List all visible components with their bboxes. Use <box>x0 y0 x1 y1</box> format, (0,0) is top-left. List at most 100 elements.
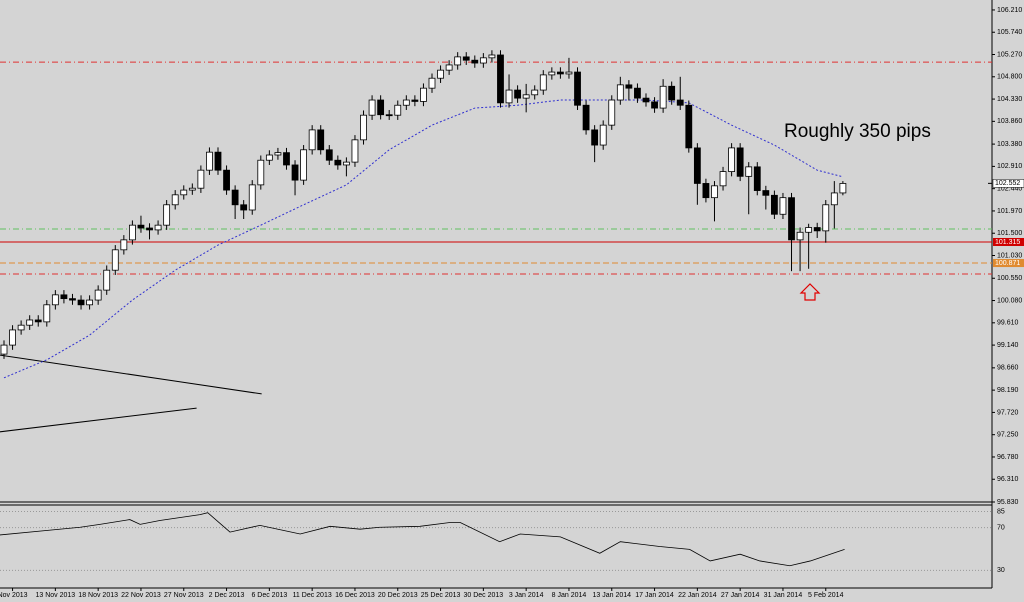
candle-body <box>283 152 290 166</box>
candle-body <box>557 71 564 75</box>
candle-body <box>308 129 316 151</box>
candle-body <box>779 197 787 215</box>
price-tag-label: 101.315 <box>995 239 1020 246</box>
y-tick-label: 97.250 <box>997 432 1019 439</box>
trend-line <box>0 354 262 395</box>
y-tick-label: 85 <box>997 508 1005 515</box>
x-tick-label: 17 Jan 2014 <box>635 592 674 599</box>
candle-body <box>693 147 701 184</box>
x-tick-label: 25 Dec 2013 <box>421 592 461 599</box>
candle-body <box>265 154 273 161</box>
y-tick-label: 101.970 <box>997 208 1022 215</box>
candle-body <box>736 147 744 177</box>
candle-body <box>548 71 556 76</box>
candle-body <box>651 101 658 109</box>
x-tick-label: 13 Nov 2013 <box>36 592 76 599</box>
candle-body <box>231 189 239 206</box>
y-tick-label: 105.740 <box>997 29 1022 36</box>
candle-body <box>642 97 650 103</box>
x-tick-label: Nov 2013 <box>0 592 28 599</box>
candle-body <box>86 299 93 306</box>
y-tick-label: 70 <box>997 524 1005 531</box>
price-tag-label: 102.552 <box>995 180 1020 187</box>
candle-body <box>43 304 51 323</box>
y-tick-label: 97.720 <box>997 409 1019 416</box>
y-tick-label: 100.080 <box>997 297 1022 304</box>
annotation: Roughly 350 pips <box>784 121 931 142</box>
candle-body <box>574 71 581 106</box>
candle-body <box>454 56 462 66</box>
candle-body <box>248 184 256 211</box>
candle-body <box>719 171 727 187</box>
price-tag <box>993 237 1024 246</box>
candle-body <box>17 324 25 331</box>
candle-body <box>402 99 410 106</box>
candle-body <box>830 192 838 206</box>
x-tick-label: 6 Dec 2013 <box>251 592 287 599</box>
candle-body <box>659 85 667 109</box>
candle-body <box>565 71 573 75</box>
candle-body <box>26 319 34 326</box>
candle-body <box>788 197 795 241</box>
candle-body <box>342 161 350 166</box>
candle-body <box>300 149 308 181</box>
x-tick-label: 27 Nov 2013 <box>164 592 204 599</box>
candle-body <box>77 299 85 306</box>
candle-body <box>103 269 111 291</box>
y-tick-label: 95.830 <box>997 499 1019 506</box>
y-tick-label: 101.500 <box>997 230 1022 237</box>
x-tick-label: 3 Jan 2014 <box>509 592 544 599</box>
x-tick-label: 27 Jan 2014 <box>721 592 760 599</box>
candle-body <box>0 344 8 355</box>
x-tick-label: 30 Dec 2013 <box>464 592 504 599</box>
candle-body <box>728 147 735 172</box>
candle-body <box>206 151 213 171</box>
candle-body <box>582 104 590 131</box>
candle-body <box>805 227 813 233</box>
candle-body <box>368 99 376 116</box>
candle-body <box>822 204 830 232</box>
x-tick-label: 18 Nov 2013 <box>78 592 118 599</box>
candle-body <box>634 87 641 99</box>
candle-body <box>34 319 42 323</box>
candle-body <box>274 152 282 156</box>
candle-body <box>702 183 710 199</box>
candle-body <box>753 166 761 191</box>
candle-body <box>51 294 59 306</box>
candle-body <box>223 169 230 191</box>
x-tick-label: 8 Jan 2014 <box>552 592 587 599</box>
candle-body <box>163 204 171 226</box>
y-tick-label: 102.440 <box>997 186 1022 193</box>
candle-body <box>146 227 153 231</box>
x-tick-label: 11 Dec 2013 <box>293 592 332 599</box>
candle-body <box>522 94 530 99</box>
candle-body <box>685 104 693 149</box>
price-tag <box>993 259 1024 268</box>
candle-body <box>257 159 265 186</box>
candle-body <box>385 114 393 117</box>
candle-body <box>180 189 188 196</box>
x-tick-label: 22 Nov 2013 <box>121 592 161 599</box>
candle-body <box>394 104 402 116</box>
x-tick-label: 31 Jan 2014 <box>764 592 803 599</box>
candle-body <box>411 99 419 102</box>
candle-body <box>334 159 342 166</box>
y-tick-label: 102.910 <box>997 163 1022 170</box>
candle-body <box>111 249 119 271</box>
y-tick-label: 101.030 <box>997 252 1022 259</box>
price-tag <box>992 179 1024 188</box>
candle-body <box>445 64 453 71</box>
y-tick-label: 104.800 <box>997 74 1022 81</box>
y-tick-label: 99.140 <box>997 342 1019 349</box>
candle-body <box>616 84 624 101</box>
candle-body <box>9 329 16 346</box>
trend-line <box>0 407 197 433</box>
candle-body <box>668 85 676 101</box>
candle-body <box>420 87 427 102</box>
candle-body <box>69 298 76 301</box>
candle-body <box>377 99 385 116</box>
indicator-line <box>0 512 845 567</box>
candle-body <box>317 129 325 151</box>
candle-body <box>608 99 616 126</box>
